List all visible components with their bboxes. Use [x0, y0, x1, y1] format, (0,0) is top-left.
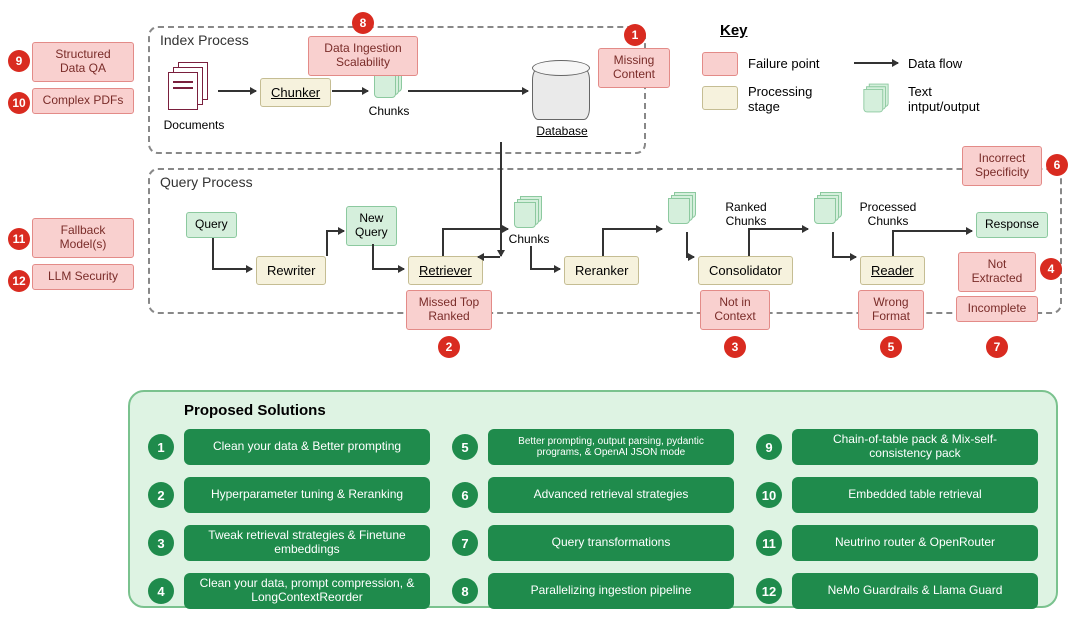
stage-chunker: Chunker	[260, 78, 331, 107]
badge-1: 1	[624, 24, 646, 46]
line-con-up	[748, 228, 750, 256]
arrow-docs-chunker	[218, 90, 256, 92]
failure-not-extracted: Not Extracted	[958, 252, 1036, 292]
line-ret-up	[442, 228, 444, 256]
badge-2: 2	[438, 336, 460, 358]
documents-icon	[168, 62, 212, 112]
badge-5: 5	[880, 336, 902, 358]
solution-10: 10Embedded table retrieval	[756, 475, 1038, 515]
textio-new-query: New Query	[346, 206, 397, 246]
badge-3: 3	[724, 336, 746, 358]
arrow-db-ret	[478, 256, 500, 258]
solution-8: 8Parallelizing ingestion pipeline	[452, 571, 734, 611]
arrow-ch-rer	[530, 268, 560, 270]
stage-reranker: Reranker	[564, 256, 639, 285]
arrow-ret-chunks	[442, 228, 508, 230]
key-arrow	[854, 62, 898, 64]
failure-complex-pdfs: Complex PDFs	[32, 88, 134, 114]
solution-9: 9Chain-of-table pack & Mix-self-consiste…	[756, 427, 1038, 467]
solution-4: 4Clean your data, prompt compression, & …	[148, 571, 430, 611]
badge-12: 12	[8, 270, 30, 292]
failure-incomplete: Incomplete	[956, 296, 1038, 322]
line-rw-up	[326, 230, 328, 256]
stage-reader: Reader	[860, 256, 925, 285]
line-reader-up	[892, 230, 894, 256]
index-process-title: Index Process	[160, 32, 249, 48]
solution-2: 2Hyperparameter tuning & Reranking	[148, 475, 430, 515]
solution-12: 12NeMo Guardrails & Llama Guard	[756, 571, 1038, 611]
badge-7: 7	[986, 336, 1008, 358]
key-failure-label: Failure point	[748, 56, 820, 71]
badge-8: 8	[352, 12, 374, 34]
solution-3: 3Tweak retrieval strategies & Finetune e…	[148, 523, 430, 563]
line-q-down	[212, 238, 214, 268]
failure-structured-data-qa: Structured Data QA	[32, 42, 134, 82]
textio-response: Response	[976, 212, 1048, 238]
badge-10: 10	[8, 92, 30, 114]
arrow-rer-rc	[602, 228, 662, 230]
documents-label: Documents	[158, 118, 230, 132]
solution-11: 11Neutrino router & OpenRouter	[756, 523, 1038, 563]
key-title: Key	[720, 22, 748, 39]
key-stage-label: Processing stage	[748, 84, 812, 114]
query-process-title: Query Process	[160, 174, 253, 190]
solution-6: 6Advanced retrieval strategies	[452, 475, 734, 515]
key-dataflow-label: Data flow	[908, 56, 962, 71]
key-stage-swatch	[702, 86, 738, 110]
failure-not-in-context: Not in Context	[700, 290, 770, 330]
ranked-chunks-label: Ranked Chunks	[700, 200, 792, 228]
badge-9: 9	[8, 50, 30, 72]
key-textio-icon	[863, 84, 888, 113]
line-pc-down	[832, 232, 834, 256]
arrow-con-pc	[748, 228, 808, 230]
line-nq-down	[372, 244, 374, 268]
qchunks-label: Chunks	[502, 232, 556, 246]
failure-incorrect-specificity: Incorrect Specificity	[962, 146, 1042, 186]
arrow-rw-nq	[326, 230, 344, 232]
solutions-panel: Proposed Solutions 1Clean your data & Be…	[128, 390, 1058, 608]
solution-5: 5Better prompting, output parsing, pydan…	[452, 427, 734, 467]
failure-missing-content: Missing Content	[598, 48, 670, 88]
stage-rewriter: Rewriter	[256, 256, 326, 285]
database-icon	[532, 60, 590, 120]
arrow-q-rewriter	[212, 268, 252, 270]
solutions-grid: 1Clean your data & Better prompting 5Bet…	[148, 427, 1038, 611]
failure-wrong-format: Wrong Format	[858, 290, 924, 330]
solution-1: 1Clean your data & Better prompting	[148, 427, 430, 467]
arrow-rc-con	[686, 256, 694, 258]
failure-fallback-models: Fallback Model(s)	[32, 218, 134, 258]
arrow-chunker-chunks	[332, 90, 368, 92]
chunks-label: Chunks	[360, 104, 418, 118]
failure-data-ingestion: Data Ingestion Scalability	[308, 36, 418, 76]
badge-11: 11	[8, 228, 30, 250]
stage-consolidator: Consolidator	[698, 256, 793, 285]
stage-retriever: Retriever	[408, 256, 483, 285]
arrow-nq-ret	[372, 268, 404, 270]
processed-chunks-icon	[814, 192, 842, 224]
key-textio-label: Text intput/output	[908, 84, 980, 114]
arrow-pc-reader	[832, 256, 856, 258]
ranked-chunks-icon	[668, 192, 696, 224]
textio-query: Query	[186, 212, 237, 238]
solutions-title: Proposed Solutions	[184, 402, 1038, 419]
key-failure-swatch	[702, 52, 738, 76]
arrow-chunks-db	[408, 90, 528, 92]
failure-llm-security: LLM Security	[32, 264, 134, 290]
badge-6: 6	[1046, 154, 1068, 176]
line-rer-up	[602, 228, 604, 256]
solution-7: 7Query transformations	[452, 523, 734, 563]
line-ch-down	[530, 246, 532, 268]
database-label: Database	[526, 124, 598, 138]
processed-chunks-label: Processed Chunks	[846, 200, 930, 228]
qchunks-icon	[514, 196, 542, 228]
failure-missed-top: Missed Top Ranked	[406, 290, 492, 330]
arrow-reader-resp	[892, 230, 972, 232]
badge-4: 4	[1040, 258, 1062, 280]
query-process-box	[148, 168, 1062, 314]
